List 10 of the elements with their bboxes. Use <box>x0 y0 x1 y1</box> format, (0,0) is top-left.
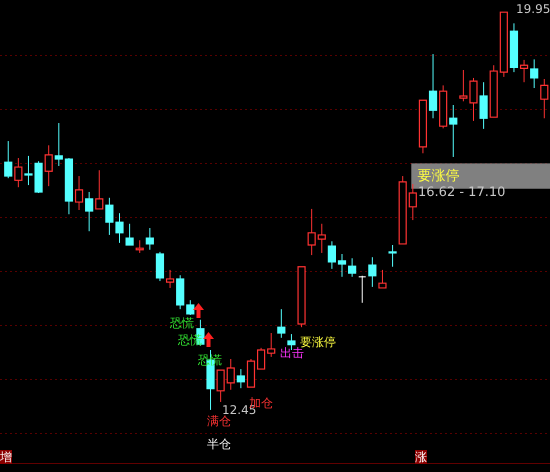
annotation: 19.95 <box>516 2 550 16</box>
annotation: 要涨停 <box>300 335 336 349</box>
annotation: 满仓 <box>207 414 231 428</box>
band-label: 要涨停 <box>417 168 460 184</box>
annotation: 增 <box>0 450 12 464</box>
annotation: 出击 <box>280 346 304 360</box>
annotation: 16.62 - 17.10 <box>418 185 506 200</box>
annotation: 半仓 <box>207 437 231 451</box>
annotation: 恐慌 <box>170 316 194 330</box>
annotation: 涨 <box>415 450 427 464</box>
